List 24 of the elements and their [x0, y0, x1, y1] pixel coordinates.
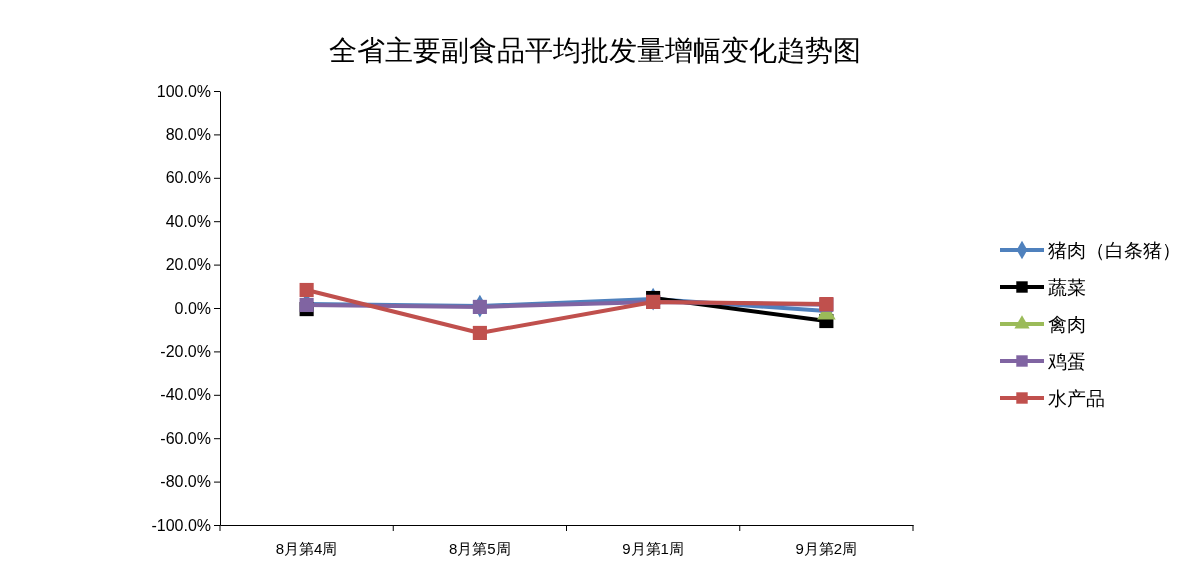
y-tick-label: -40.0% [160, 386, 211, 404]
y-tick-label: 40.0% [165, 212, 211, 230]
legend-label: 蔬菜 [1048, 276, 1086, 298]
chart-title: 全省主要副食品平均批发量增幅变化趋势图 [329, 34, 861, 67]
x-tick-label: 8月第4周 [275, 539, 338, 557]
legend-label: 猪肉（白条猪） [1048, 239, 1181, 261]
y-tick-label: -60.0% [160, 429, 211, 447]
x-tick-label: 8月第5周 [449, 539, 511, 557]
y-tick-label: -20.0% [160, 343, 211, 361]
y-tick-label: 80.0% [165, 126, 211, 144]
x-tick-label: 9月第2周 [795, 539, 858, 557]
point [299, 282, 314, 298]
x-tick-label: 9月第1周 [622, 539, 684, 557]
y-tick-label: -100.0% [151, 516, 211, 534]
y-tick-label: 100.0% [156, 82, 211, 100]
y-tick-label: -80.0% [160, 473, 211, 491]
y-tick-label: 20.0% [165, 256, 211, 274]
legend-label: 禽肉 [1048, 313, 1086, 335]
y-tick-label: 60.0% [165, 169, 211, 187]
legend-label: 鸡蛋 [1047, 350, 1086, 372]
y-tick-label: 0.0% [174, 299, 211, 317]
legend-label: 水产品 [1048, 387, 1105, 409]
point [472, 325, 487, 341]
point [299, 297, 314, 313]
